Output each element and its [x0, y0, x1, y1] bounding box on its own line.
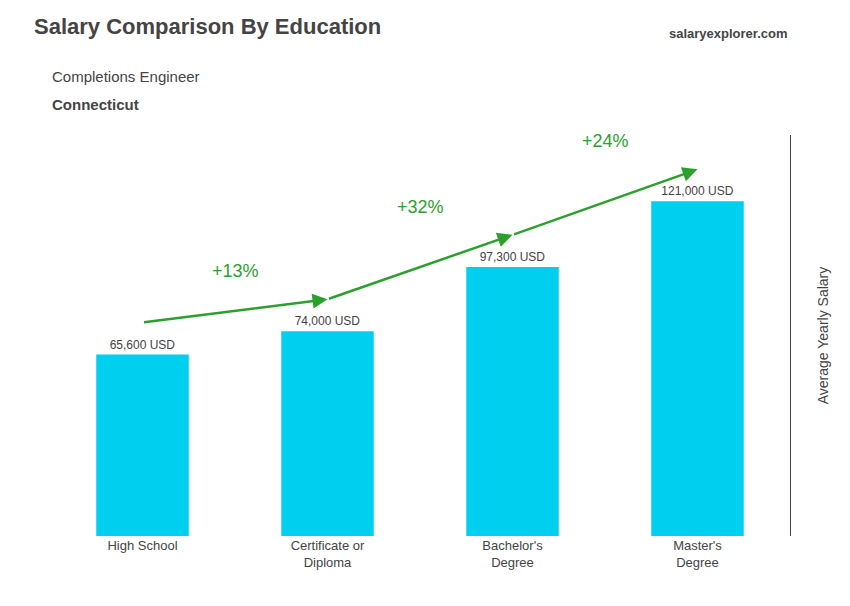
- svg-text:salaryexplorer.com: salaryexplorer.com: [669, 26, 788, 41]
- svg-text:Certificate orDiploma: Certificate orDiploma: [291, 538, 365, 570]
- svg-text:65,600 USD: 65,600 USD: [110, 338, 176, 352]
- svg-text:Connecticut: Connecticut: [52, 96, 139, 113]
- svg-text:Salary Comparison By Education: Salary Comparison By Education: [34, 14, 381, 39]
- svg-text:Average Yearly Salary: Average Yearly Salary: [815, 267, 831, 405]
- svg-text:+13%: +13%: [212, 261, 259, 281]
- svg-text:Bachelor'sDegree: Bachelor'sDegree: [482, 538, 543, 570]
- svg-text:74,000 USD: 74,000 USD: [295, 314, 361, 328]
- svg-text:+32%: +32%: [397, 197, 444, 217]
- svg-text:+24%: +24%: [582, 131, 629, 151]
- svg-text:121,000 USD: 121,000 USD: [661, 184, 733, 198]
- svg-text:Master'sDegree: Master'sDegree: [673, 538, 722, 570]
- svg-text:97,300 USD: 97,300 USD: [480, 250, 546, 264]
- svg-text:High School: High School: [107, 538, 177, 553]
- svg-text:Completions Engineer: Completions Engineer: [52, 68, 200, 85]
